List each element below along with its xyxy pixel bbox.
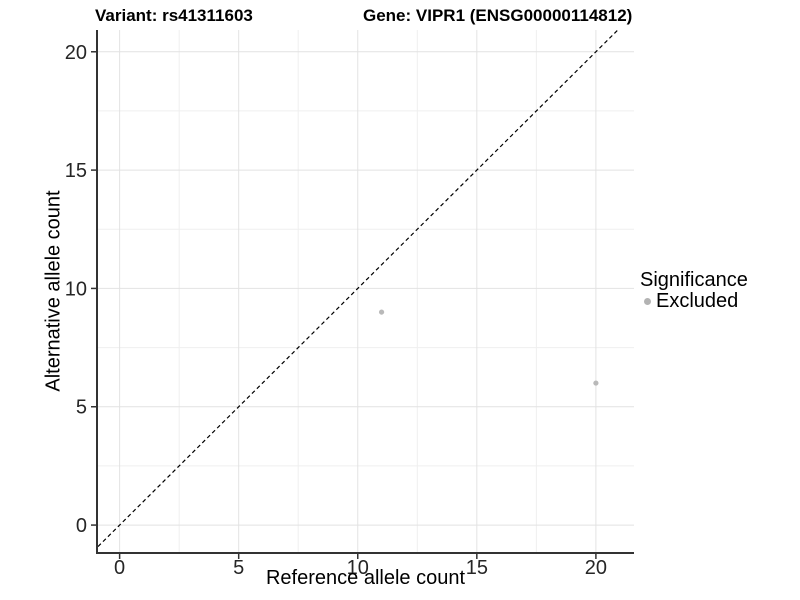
plot-title-gene: Gene: VIPR1 (ENSG00000114812) [363,6,633,25]
y-tick-label: 10 [65,278,87,300]
plot-title-variant: Variant: rs41311603 [95,6,253,25]
data-point [593,380,599,386]
y-tick-label: 15 [65,160,87,182]
x-tick-label: 5 [233,557,244,579]
y-axis-title: Alternative allele count [42,190,65,392]
x-tick-label: 0 [114,557,125,579]
x-axis-title: Reference allele count [265,567,465,589]
legend-title: Significance [640,269,748,291]
x-tick-label: 15 [466,557,488,579]
x-tick-label: 20 [585,557,607,579]
y-tick-label: 5 [76,397,87,419]
legend: Significance Excluded [640,270,748,312]
legend-key-dot [644,298,651,305]
legend-item-label: Excluded [656,290,739,312]
data-point [378,309,385,315]
y-tick-label: 0 [76,515,87,537]
identity-line [97,30,619,549]
x-tick-label: 10 [347,557,369,579]
y-tick-label: 20 [65,42,87,64]
legend-item-excluded: Excluded [644,291,748,312]
